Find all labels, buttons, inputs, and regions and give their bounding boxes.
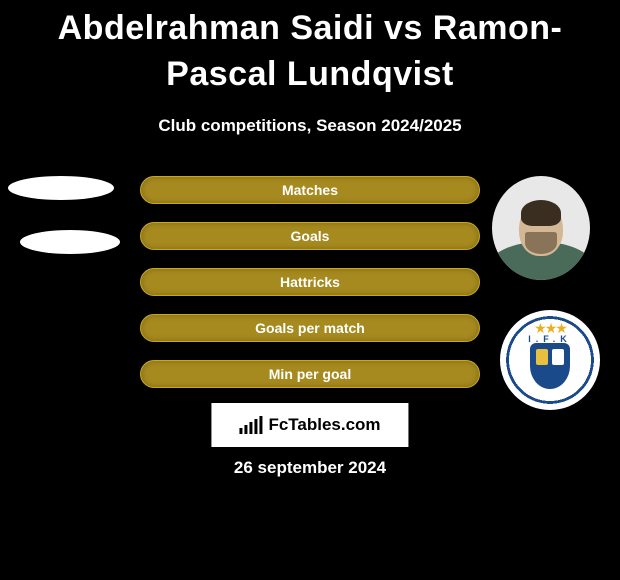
player-hair xyxy=(521,200,561,226)
club-badge: ★★★ I.F.K xyxy=(500,310,600,410)
stat-bar-goals: Goals xyxy=(140,222,480,250)
watermark-text: FcTables.com xyxy=(268,415,380,435)
stat-bar-goals-per-match: Goals per match xyxy=(140,314,480,342)
stat-bar-matches: Matches xyxy=(140,176,480,204)
player-beard xyxy=(525,232,557,254)
player-photo-right xyxy=(492,176,590,280)
stat-label: Goals per match xyxy=(255,320,365,336)
stat-label: Hattricks xyxy=(280,274,340,290)
subtitle: Club competitions, Season 2024/2025 xyxy=(0,116,620,136)
watermark: FcTables.com xyxy=(211,403,408,447)
stat-label: Matches xyxy=(282,182,338,198)
watermark-bars-icon xyxy=(239,416,262,434)
stat-label: Min per goal xyxy=(269,366,351,382)
stat-bar-min-per-goal: Min per goal xyxy=(140,360,480,388)
stat-label: Goals xyxy=(291,228,330,244)
player-head xyxy=(519,202,563,256)
left-ellipse-1 xyxy=(8,176,114,200)
page-title: Abdelrahman Saidi vs Ramon-Pascal Lundqv… xyxy=(0,0,620,98)
left-ellipse-2 xyxy=(20,230,120,254)
date-label: 26 september 2024 xyxy=(0,458,620,478)
stat-bars: Matches Goals Hattricks Goals per match … xyxy=(140,176,480,406)
stat-bar-hattricks: Hattricks xyxy=(140,268,480,296)
badge-shield-icon xyxy=(530,343,570,389)
